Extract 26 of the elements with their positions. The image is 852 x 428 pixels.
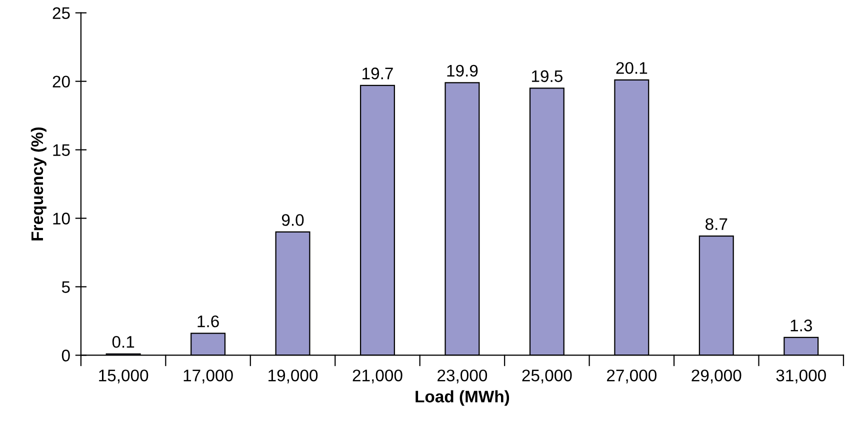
y-tick-label: 20 <box>52 76 70 88</box>
data-label: 9.0 <box>282 214 304 226</box>
data-label: 0.1 <box>112 336 134 348</box>
x-tick-label: 27,000 <box>607 370 656 384</box>
y-tick-label: 5 <box>62 281 70 293</box>
data-label: 20.1 <box>616 62 648 74</box>
data-label: 8.7 <box>706 218 728 230</box>
x-tick-label: 25,000 <box>522 370 572 384</box>
x-axis-title: Load (MWh) <box>416 390 510 406</box>
y-tick-label: 25 <box>52 7 70 20</box>
y-tick-label: 0 <box>62 350 70 362</box>
data-label: 1.6 <box>198 315 219 328</box>
x-tick-label: 15,000 <box>99 370 148 384</box>
x-tick-label: 29,000 <box>692 370 742 384</box>
y-tick-label: 10 <box>53 212 70 224</box>
data-label: 19.7 <box>362 68 393 80</box>
x-tick-label: 19,000 <box>268 370 318 384</box>
y-axis-title: Frequency (%) <box>30 127 46 240</box>
x-tick-label: 17,000 <box>184 370 233 384</box>
data-label: 19.9 <box>447 64 478 77</box>
x-tick-label: 23,000 <box>438 370 488 384</box>
data-label: 1.3 <box>790 320 812 332</box>
data-label: 19.5 <box>532 70 562 82</box>
x-tick-label: 31,000 <box>776 370 826 384</box>
y-tick-label: 15 <box>53 144 70 156</box>
x-tick-label: 21,000 <box>352 370 402 384</box>
